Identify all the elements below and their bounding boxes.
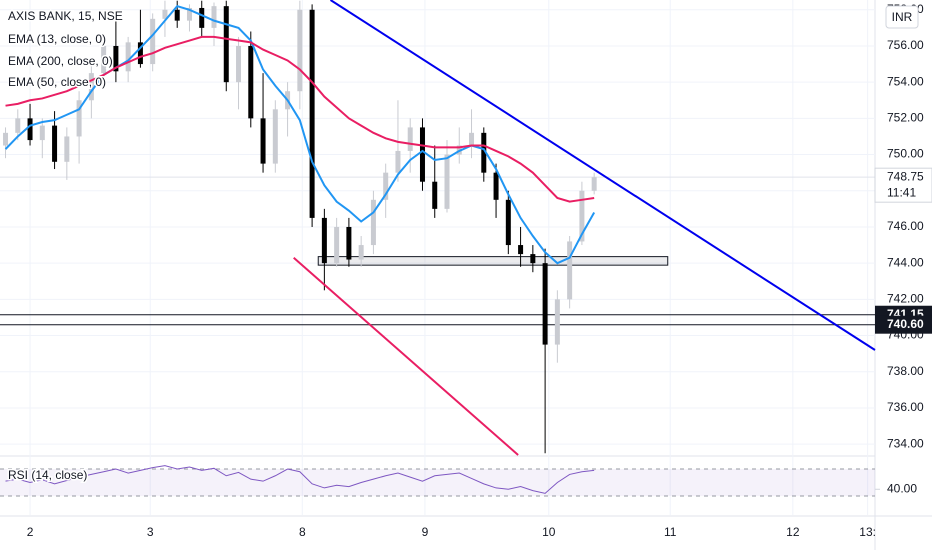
price-label-box xyxy=(875,315,932,334)
candle-body xyxy=(162,9,168,19)
candle-body xyxy=(309,9,315,218)
x-tick-label: 2 xyxy=(27,525,34,539)
candle-body xyxy=(150,18,156,65)
rsi-title: RSI (14, close) xyxy=(8,468,87,482)
candle-body xyxy=(174,9,180,21)
x-tick-label: 11 xyxy=(664,525,677,539)
candle-body xyxy=(223,6,229,83)
y-tick-label: 736.00 xyxy=(887,400,924,414)
candle-body xyxy=(358,245,364,260)
candle-body xyxy=(113,45,119,72)
y-tick-label: 754.00 xyxy=(887,74,924,88)
candle-body xyxy=(444,154,450,209)
candle-body xyxy=(88,73,94,101)
candle-body xyxy=(39,125,45,141)
candle-body xyxy=(419,127,425,182)
candle-body xyxy=(101,45,107,74)
candle-body xyxy=(3,132,9,146)
x-tick-label: 9 xyxy=(422,525,429,539)
candle-body xyxy=(125,42,131,72)
overlay: AXIS BANK, 15, NSE EMA (13, close, 0) EM… xyxy=(7,5,932,484)
candle-body xyxy=(579,190,585,242)
candle-body xyxy=(248,45,254,119)
candle-body xyxy=(567,241,573,300)
y-tick-label: 744.00 xyxy=(887,255,924,269)
candle-body xyxy=(186,7,192,21)
candle-body xyxy=(272,109,278,164)
currency: INR xyxy=(892,10,913,24)
candle-body xyxy=(52,125,58,162)
candle-body xyxy=(481,132,487,173)
candle-body xyxy=(137,42,143,65)
symbol-title: AXIS BANK, 15, NSE xyxy=(8,9,123,23)
candle-body xyxy=(395,150,401,173)
candle-body xyxy=(518,245,524,255)
candle-body xyxy=(297,9,303,92)
y-tick-label: 746.00 xyxy=(887,219,924,233)
candle-body xyxy=(407,127,413,151)
y-tick-label: 742.00 xyxy=(887,292,924,306)
candle-body xyxy=(493,172,499,200)
price-label: 740.60 xyxy=(887,317,924,331)
candle-body xyxy=(334,226,340,264)
candle-body xyxy=(383,172,389,200)
last-time: 11:41 xyxy=(887,185,916,199)
candle-body xyxy=(346,226,352,260)
candle-body xyxy=(530,254,536,264)
candle-body xyxy=(236,45,242,83)
candle-body xyxy=(260,118,266,164)
zone xyxy=(317,256,669,266)
candle-body xyxy=(370,199,376,246)
x-tick-label: 3 xyxy=(147,525,154,539)
candle-body xyxy=(27,118,33,141)
y-tick-label: 756.00 xyxy=(887,38,924,52)
y-tick-label: 752.00 xyxy=(887,111,924,125)
rsi-band xyxy=(0,469,875,497)
x-tick-label: 13: xyxy=(859,525,876,539)
candle-body xyxy=(505,199,511,246)
x-tick-label: 12 xyxy=(786,525,800,539)
candle-body xyxy=(64,136,70,162)
y-tick-label: 750.00 xyxy=(887,147,924,161)
candle-body xyxy=(321,217,327,264)
candle-body xyxy=(76,100,82,137)
legend-ema: EMA (200, close, 0) xyxy=(8,54,113,68)
candle-body xyxy=(542,263,548,345)
last-price: 748.75 xyxy=(887,169,924,183)
ema-line xyxy=(5,35,595,203)
candle-body xyxy=(211,6,217,28)
candle-body xyxy=(15,118,21,133)
candle-body xyxy=(199,7,205,28)
trend-line xyxy=(293,256,519,456)
rsi-line xyxy=(5,465,595,494)
rsi-tick-label: 40.00 xyxy=(887,481,917,495)
y-tick-label: 734.00 xyxy=(887,436,924,450)
trend-line xyxy=(329,0,876,351)
candle-body xyxy=(469,132,475,146)
candle-body xyxy=(591,177,597,191)
legend-ema: EMA (13, close, 0) xyxy=(8,32,106,46)
legend-ema: EMA (50, close, 0) xyxy=(8,75,106,89)
plot: 734.00736.00738.00740.00742.00744.00746.… xyxy=(0,0,924,539)
candle-body xyxy=(554,299,560,345)
x-tick-label: 8 xyxy=(299,525,306,539)
last-price-box xyxy=(874,167,932,203)
x-tick-label: 10 xyxy=(542,525,556,539)
currency-box[interactable] xyxy=(885,5,919,29)
y-tick-label: 738.00 xyxy=(887,364,924,378)
candle-body xyxy=(432,181,438,209)
